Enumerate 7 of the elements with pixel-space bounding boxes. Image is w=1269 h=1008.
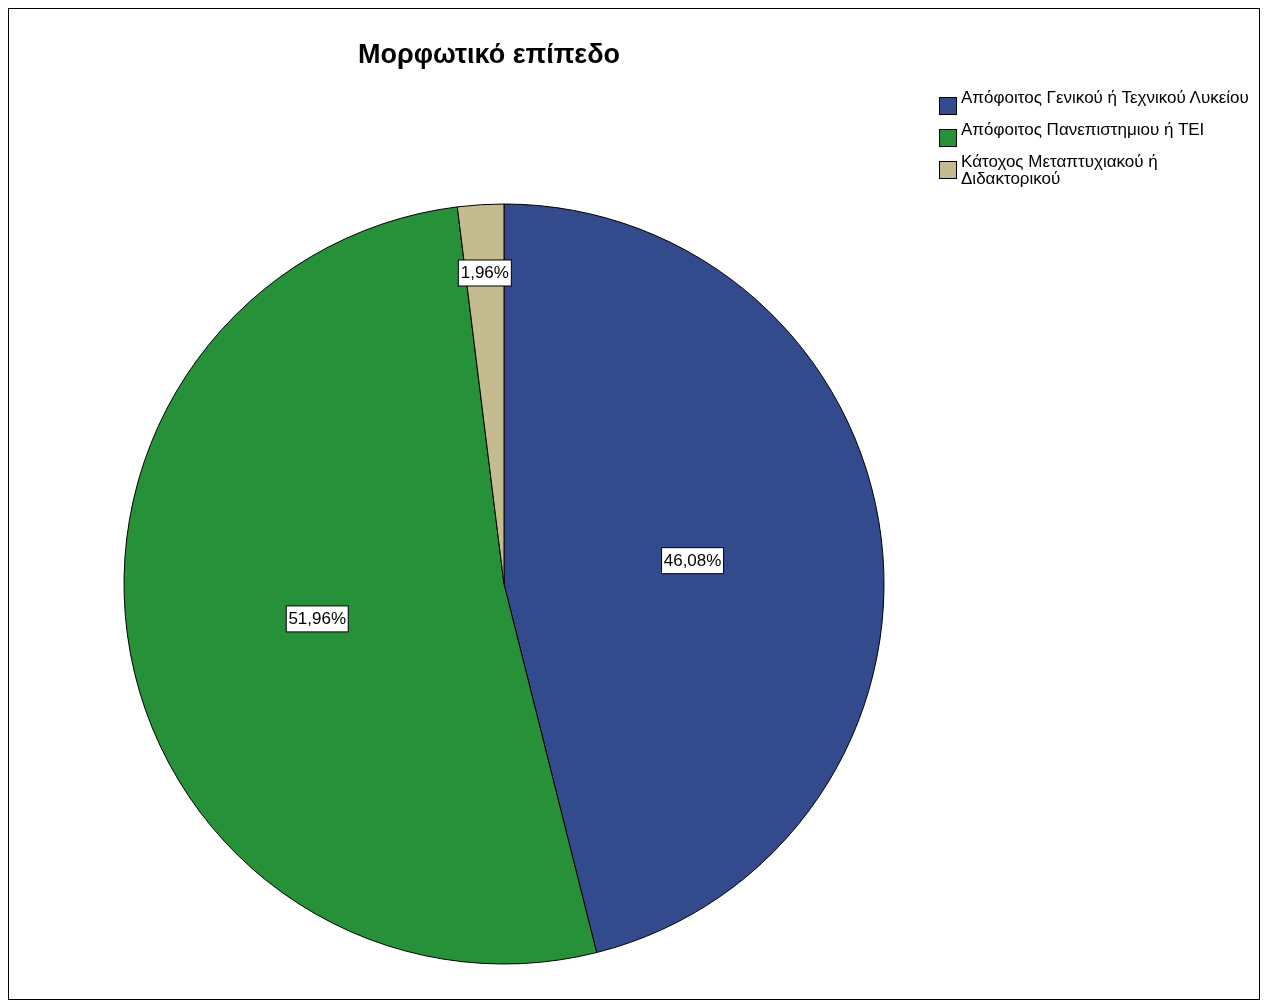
chart-title: Μορφωτικό επίπεδο bbox=[356, 39, 622, 70]
data-label: 51,96% bbox=[288, 609, 347, 629]
legend-label: Απόφοιτος Πανεπιστημιου ή ΤΕΙ bbox=[961, 120, 1205, 139]
data-label: 46,08% bbox=[663, 551, 722, 571]
legend-label: Απόφοιτος Γενικού ή Τεχνικού Λυκείου bbox=[961, 88, 1249, 107]
legend-label: Κάτοχος Μεταπτυχιακού ή Διδακτορικού bbox=[961, 152, 1159, 188]
data-label: 1,96% bbox=[460, 263, 509, 283]
